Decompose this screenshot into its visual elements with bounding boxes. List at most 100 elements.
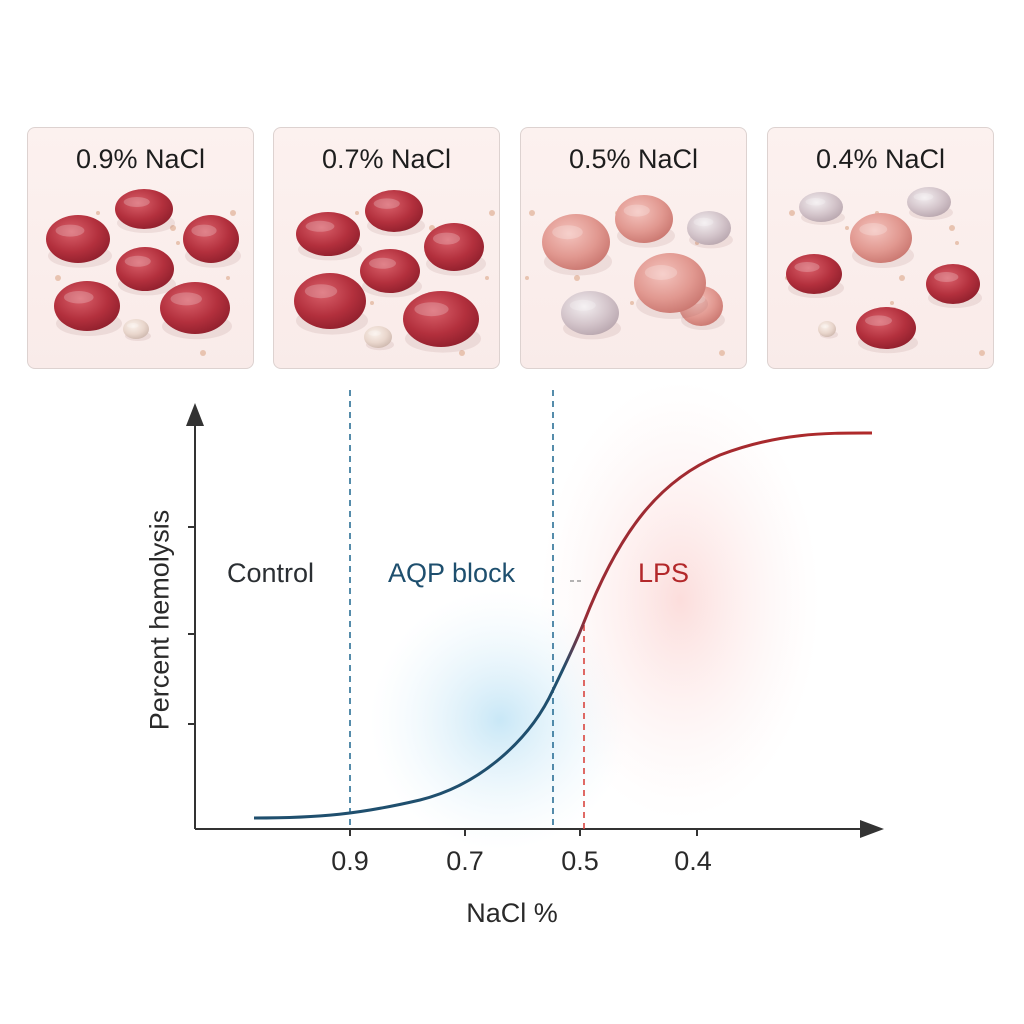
- cell-highlight: [305, 220, 335, 232]
- debris-dot: [949, 225, 955, 231]
- panel-title: 0.5% NaCl: [568, 144, 699, 174]
- hemolysis-curve: [253, 431, 873, 820]
- ghost-cell: [907, 187, 951, 217]
- cell-highlight: [369, 257, 396, 269]
- cell-highlight: [913, 193, 934, 201]
- red-blood-cell: [926, 264, 980, 304]
- cell-panel-0.5: 0.5% NaCl: [520, 127, 747, 369]
- x-tick-label: 0.9: [331, 846, 369, 876]
- debris-dot: [230, 210, 236, 216]
- cell-highlight: [373, 198, 400, 209]
- red-blood-cell: [365, 190, 423, 232]
- debris-dot: [459, 350, 465, 356]
- cells-illustration: [294, 190, 495, 356]
- cell-highlight: [794, 262, 820, 272]
- red-blood-cell: [116, 247, 174, 291]
- debris-dot: [955, 241, 959, 245]
- cell-highlight: [123, 197, 150, 207]
- panel-title: 0.4% NaCl: [815, 144, 946, 174]
- swollen-cell: [615, 195, 673, 243]
- ghost-cell: [799, 192, 843, 222]
- debris-dot: [899, 275, 905, 281]
- y-axis-arrow: [186, 403, 204, 426]
- region-label-aqp-block: AQP block: [388, 558, 516, 588]
- red-blood-cell: [294, 273, 366, 329]
- swollen-cell: [634, 253, 706, 313]
- red-blood-cell: [296, 212, 360, 256]
- red-blood-cell: [424, 223, 484, 271]
- cells-illustration: [46, 189, 241, 356]
- cell-highlight: [552, 225, 583, 240]
- x-tick-label: 0.4: [674, 846, 712, 876]
- cell-highlight: [934, 272, 959, 282]
- debris-dot: [355, 211, 359, 215]
- x-tick-label: 0.7: [446, 846, 484, 876]
- ghost-cell: [818, 321, 836, 337]
- debris-dot: [485, 276, 489, 280]
- ghost-cell: [561, 291, 619, 335]
- debris-dot: [96, 211, 100, 215]
- cell-highlight: [124, 255, 151, 267]
- cell-highlight: [805, 198, 826, 206]
- red-blood-cell: [160, 282, 230, 334]
- debris-dot: [55, 275, 61, 281]
- debris-dot: [176, 241, 180, 245]
- region-label-lps: LPS: [638, 558, 690, 588]
- ghost-cell: [364, 326, 392, 348]
- red-blood-cell: [360, 249, 420, 293]
- cell-highlight: [63, 291, 94, 304]
- cell-highlight: [644, 265, 678, 280]
- cell-highlight: [569, 299, 596, 311]
- region-label-control: Control: [227, 558, 315, 588]
- cell-highlight: [623, 204, 650, 217]
- lps-glow: [540, 380, 820, 820]
- debris-dot: [574, 275, 580, 281]
- cell-highlight: [414, 302, 449, 317]
- debris-dot: [979, 350, 985, 356]
- debris-dot: [226, 276, 230, 280]
- cell-highlight: [693, 217, 714, 227]
- red-blood-cell: [46, 215, 110, 263]
- red-blood-cell: [786, 254, 842, 294]
- ghost-cell: [687, 211, 731, 245]
- red-blood-cell: [856, 307, 916, 349]
- cell-highlight: [170, 292, 202, 306]
- debris-dot: [845, 226, 849, 230]
- cells-illustration: [525, 195, 733, 356]
- debris-dot: [529, 210, 535, 216]
- debris-dot: [890, 301, 894, 305]
- cell-highlight: [191, 224, 217, 237]
- red-blood-cell: [54, 281, 120, 331]
- cell-panel-0.9: 0.9% NaCl: [27, 127, 254, 369]
- cell-highlight: [55, 224, 85, 237]
- cell-highlight: [126, 323, 139, 328]
- debris-dot: [170, 225, 176, 231]
- cell-panel-0.7: 0.7% NaCl: [273, 127, 500, 369]
- debris-dot: [789, 210, 795, 216]
- red-blood-cell: [115, 189, 173, 229]
- y-axis-label: Percent hemolysis: [144, 509, 175, 731]
- cell-highlight: [865, 315, 892, 326]
- cells-illustration: [785, 187, 985, 356]
- debris-dot: [489, 210, 495, 216]
- debris-dot: [200, 350, 206, 356]
- cell-panel-0.4: 0.4% NaCl: [767, 127, 994, 369]
- swollen-cell: [542, 214, 610, 270]
- debris-dot: [719, 350, 725, 356]
- x-axis-arrow: [860, 820, 884, 838]
- debris-dot: [630, 301, 634, 305]
- x-tick-label: 0.5: [561, 846, 599, 876]
- debris-dot: [370, 301, 374, 305]
- debris-dot: [525, 276, 529, 280]
- swollen-cell: [850, 213, 912, 263]
- cell-highlight: [368, 330, 381, 336]
- red-blood-cell: [403, 291, 479, 347]
- cell-highlight: [859, 223, 888, 236]
- ghost-cell: [123, 319, 149, 339]
- cell-highlight: [820, 324, 829, 329]
- x-axis-label: NaCl %: [466, 898, 558, 928]
- cell-highlight: [304, 284, 338, 299]
- panel-title: 0.9% NaCl: [75, 144, 206, 174]
- red-blood-cell: [183, 215, 239, 263]
